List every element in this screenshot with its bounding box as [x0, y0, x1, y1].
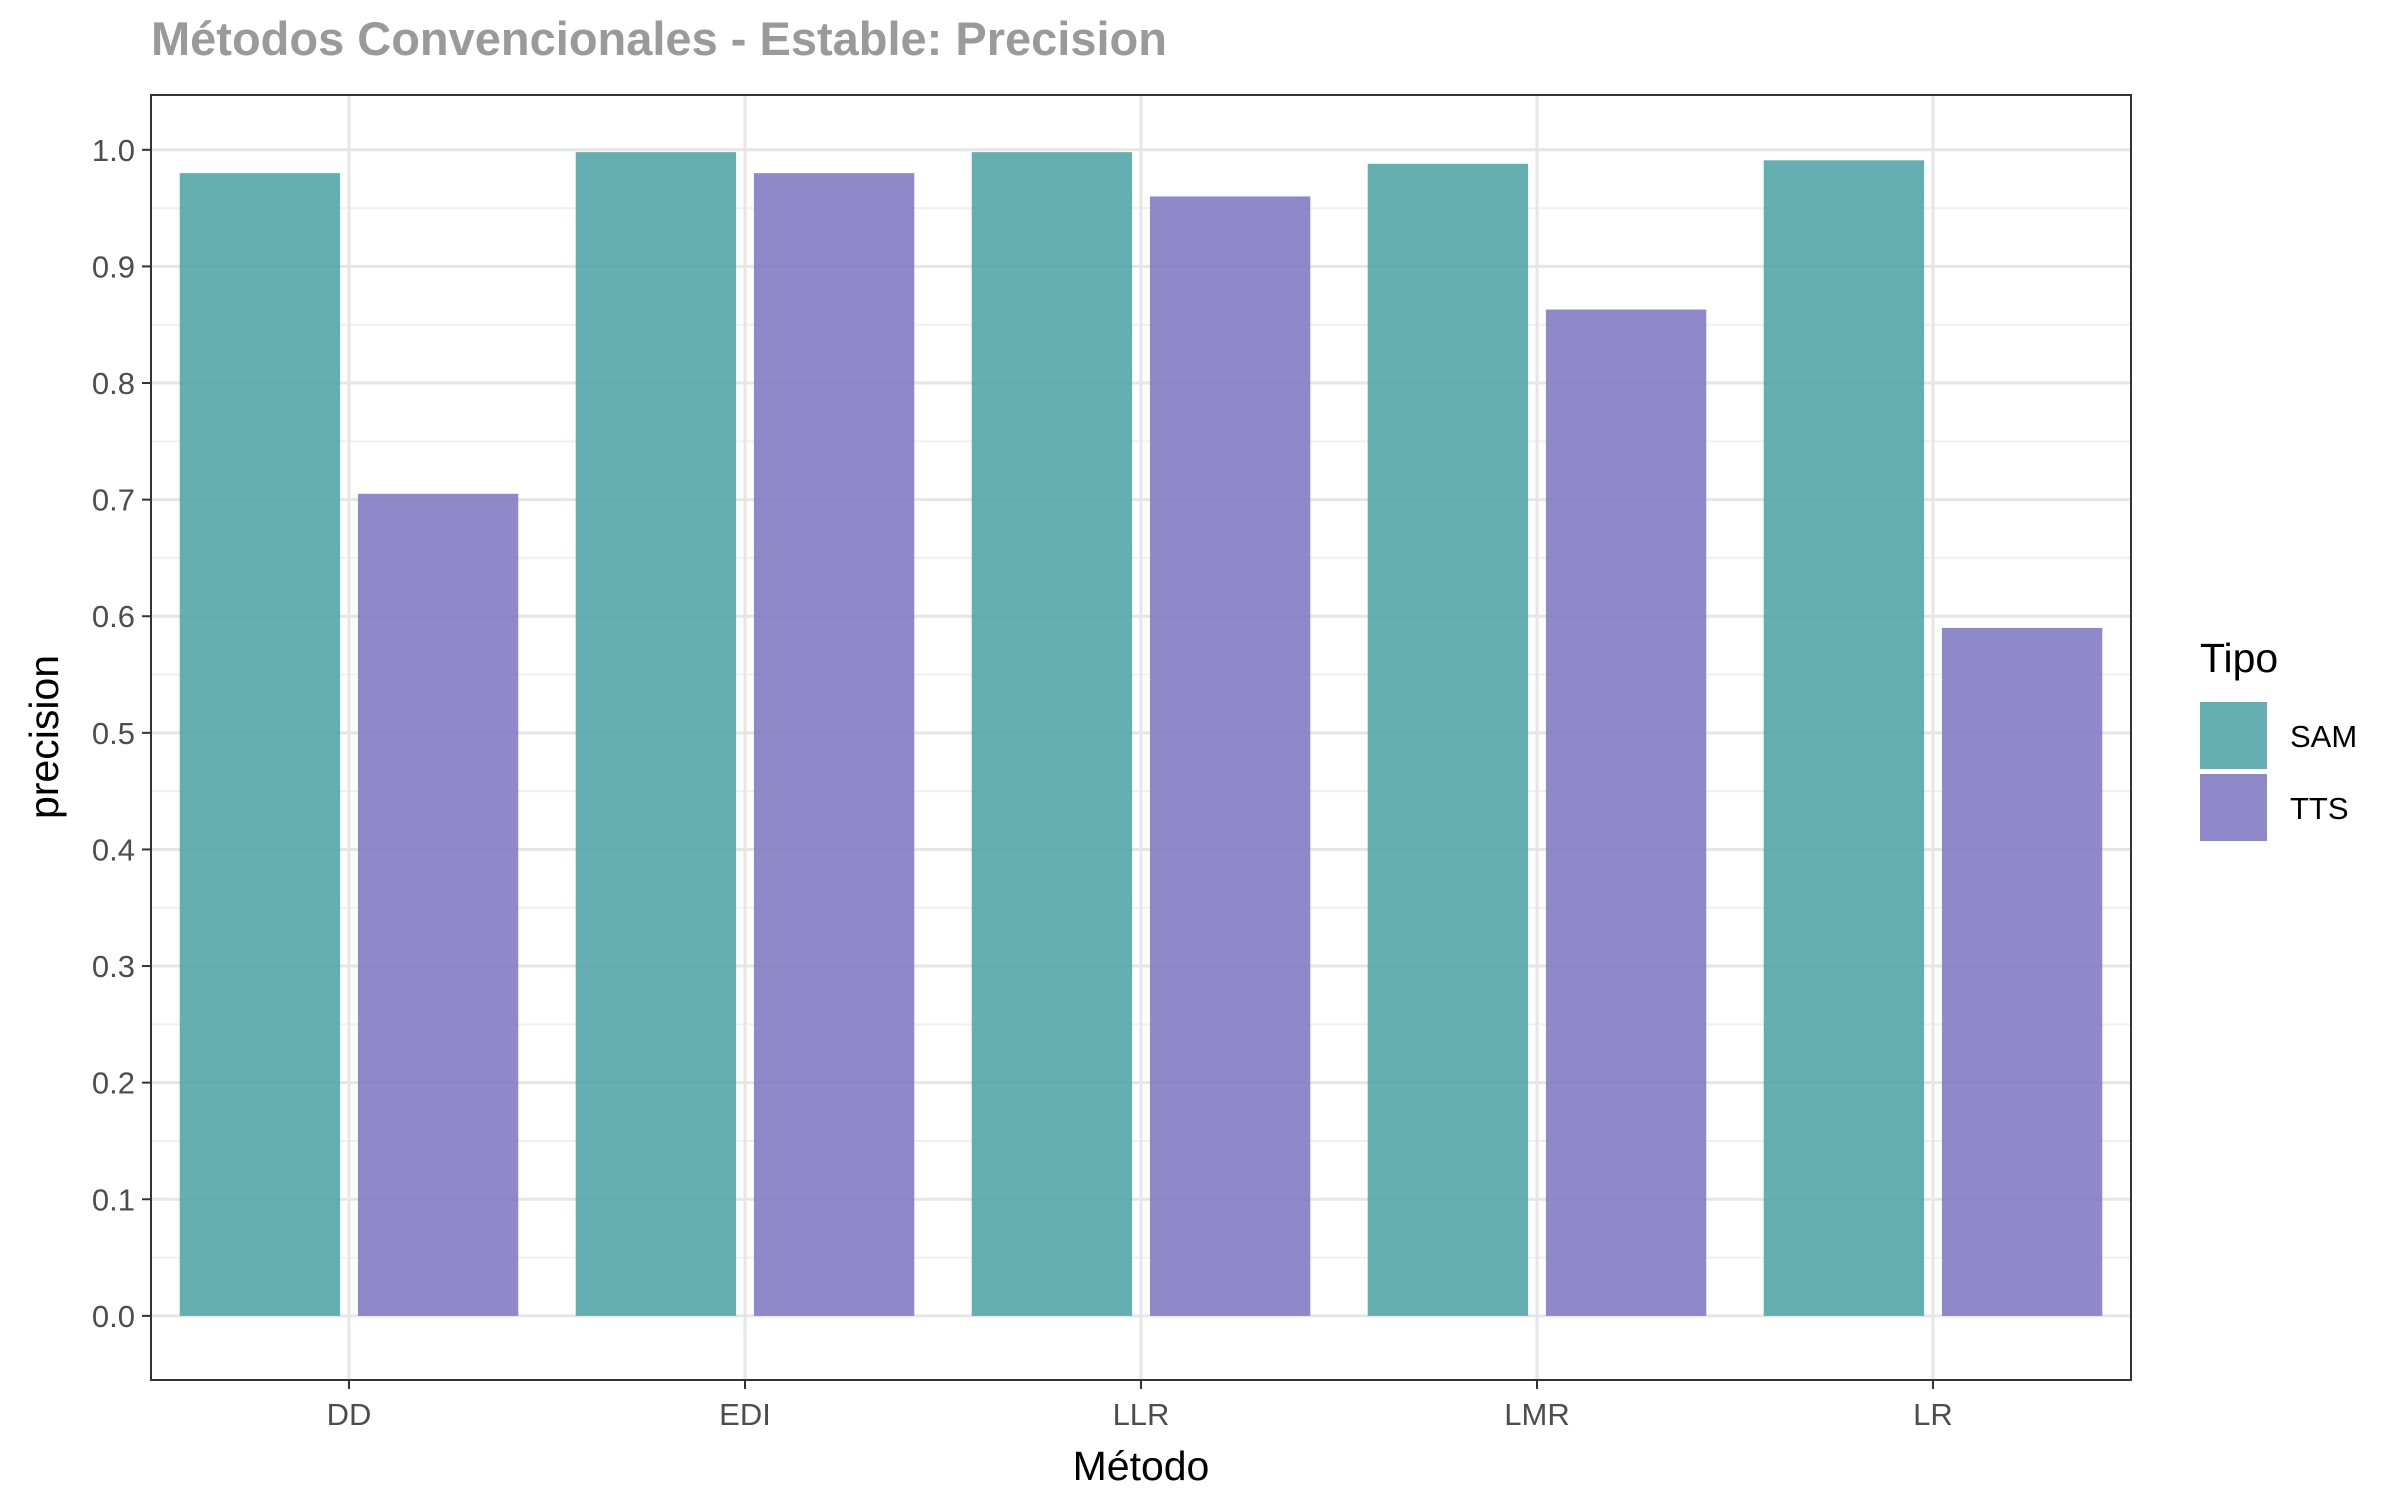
y-tick-label: 0.3: [92, 949, 135, 984]
bar-sam-lmr: [1367, 163, 1529, 1316]
y-tick-label: 0.8: [92, 366, 135, 401]
y-tick-label: 1.0: [92, 133, 135, 168]
legend-title: Tipo: [2200, 635, 2278, 681]
legend-key-sam: [2200, 702, 2267, 769]
legend-label: TTS: [2290, 791, 2349, 826]
chart-title: Métodos Convencionales - Estable: Precis…: [151, 12, 1167, 65]
bar-tts-llr: [1149, 196, 1311, 1316]
x-tick-label: EDI: [719, 1397, 771, 1432]
x-tick-label: DD: [327, 1397, 372, 1432]
bar-tts-lmr: [1545, 309, 1707, 1316]
bar-sam-lr: [1763, 160, 1925, 1316]
y-axis-label: precision: [21, 655, 67, 819]
x-tick-label: LR: [1913, 1397, 1953, 1432]
bar-sam-dd: [179, 173, 341, 1316]
legend-items: SAM TTS: [2200, 702, 2357, 841]
y-tick-label: 0.2: [92, 1066, 135, 1101]
bar-tts-edi: [753, 173, 915, 1316]
x-tick-label: LLR: [1113, 1397, 1170, 1432]
y-tick-label: 0.0: [92, 1299, 135, 1334]
y-tick-label: 0.7: [92, 483, 135, 518]
bar-sam-llr: [971, 152, 1133, 1316]
bar-sam-edi: [575, 152, 737, 1316]
bars-layer: [179, 152, 2103, 1316]
x-axis-label: Método: [1073, 1443, 1210, 1489]
x-tick-label: LMR: [1504, 1397, 1569, 1432]
y-tick-label: 0.5: [92, 716, 135, 751]
bar-tts-dd: [357, 493, 519, 1316]
legend: Tipo SAM TTS: [2200, 635, 2357, 841]
bar-tts-lr: [1941, 627, 2103, 1316]
x-axis: DD EDI LLR LMR LR: [327, 1380, 1953, 1432]
y-tick-label: 0.1: [92, 1182, 135, 1217]
y-axis: 0.0 0.1 0.2 0.3 0.4 0.5 0.6 0.7 0.8 0.9 1.0: [92, 133, 151, 1334]
legend-label: SAM: [2290, 719, 2357, 754]
y-tick-label: 0.6: [92, 599, 135, 634]
y-tick-label: 0.4: [92, 832, 135, 867]
y-tick-label: 0.9: [92, 249, 135, 284]
legend-key-tts: [2200, 774, 2267, 841]
